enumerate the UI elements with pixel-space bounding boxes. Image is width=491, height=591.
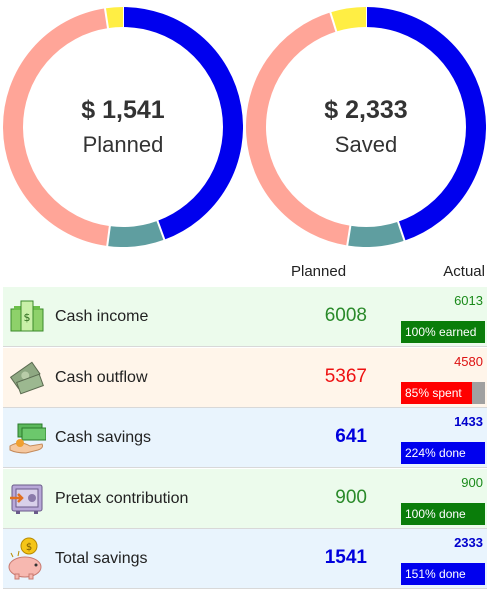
row-actual-value: 6013 (454, 293, 483, 308)
donut-segment-outflow (246, 12, 351, 246)
row-status-text: 85% spent (405, 385, 462, 400)
row-actual-value: 1433 (454, 414, 483, 429)
donut-separator (329, 11, 338, 33)
svg-text:$: $ (24, 311, 31, 324)
donut-segment-outflow (3, 8, 110, 246)
row-status-text: 100% done (405, 506, 466, 521)
safe-icon (8, 481, 46, 517)
budget-row-total: $ Total savings 1541 2333 151% done (3, 529, 487, 589)
donut-separator (396, 220, 406, 242)
row-planned-value: 6008 (324, 305, 367, 326)
saved-amount: $ 2,333 (324, 96, 408, 124)
donut-segment-savings (122, 7, 243, 240)
row-progress-bar: 224% done (401, 442, 485, 464)
budget-row-savings: Cash savings 641 1433 224% done (3, 408, 487, 468)
donut-separator (106, 225, 111, 247)
row-label: Pretax contribution (55, 489, 189, 507)
row-actual-value: 2333 (454, 535, 483, 550)
cash-stack-icon: $ (8, 299, 46, 335)
row-planned-value: 900 (335, 486, 367, 508)
saved-label: Saved (334, 132, 398, 157)
row-label: Cash outflow (55, 368, 148, 386)
donut-separator (156, 219, 166, 241)
donut-separator (103, 7, 110, 30)
donut-segment-pretax (107, 220, 165, 247)
planned-donut: $ 1,541 Planned (3, 7, 243, 247)
saved-donut: $ 2,333 Saved (246, 7, 486, 247)
piggy-bank-icon: $ (5, 537, 47, 581)
donut-segment-pretax (347, 221, 405, 247)
row-planned-value: 5367 (324, 365, 367, 387)
planned-label: Planned (82, 132, 164, 157)
flying-money-icon (8, 360, 46, 396)
donut-separator (346, 224, 352, 247)
budget-row-outflow: Cash outflow 5367 4580 85% spent (3, 347, 487, 408)
row-label: Cash savings (55, 429, 152, 446)
actual-column-header: Actual (443, 263, 485, 280)
donut-segment-savings (365, 7, 486, 241)
budget-row-income: $ Cash income 6008 6013 100% earned (3, 287, 487, 347)
row-status-text: 100% earned (405, 325, 477, 339)
row-status-text: 151% done (405, 567, 466, 581)
row-progress-bar: 151% done (401, 563, 485, 585)
row-actual-value: 900 (461, 474, 483, 490)
saved-donut-svg (246, 7, 486, 247)
row-progress-bar: 85% spent (401, 381, 485, 404)
row-label: Cash income (55, 308, 149, 325)
planned-amount: $ 1,541 (81, 96, 165, 124)
row-planned-value: 641 (335, 426, 367, 447)
row-label: Total savings (55, 550, 148, 567)
row-status-text: 224% done (405, 446, 466, 460)
row-planned-value: 1541 (324, 547, 367, 568)
svg-text:$: $ (26, 542, 32, 553)
budget-row-pretax: Pretax contribution 900 900 100% done (3, 468, 487, 529)
planned-donut-svg (3, 7, 243, 247)
planned-column-header: Planned (291, 263, 347, 280)
row-actual-value: 4580 (454, 353, 483, 369)
row-progress-bar: 100% earned (401, 321, 485, 343)
money-hand-icon (8, 420, 47, 456)
row-progress-bar: 100% done (401, 502, 485, 525)
